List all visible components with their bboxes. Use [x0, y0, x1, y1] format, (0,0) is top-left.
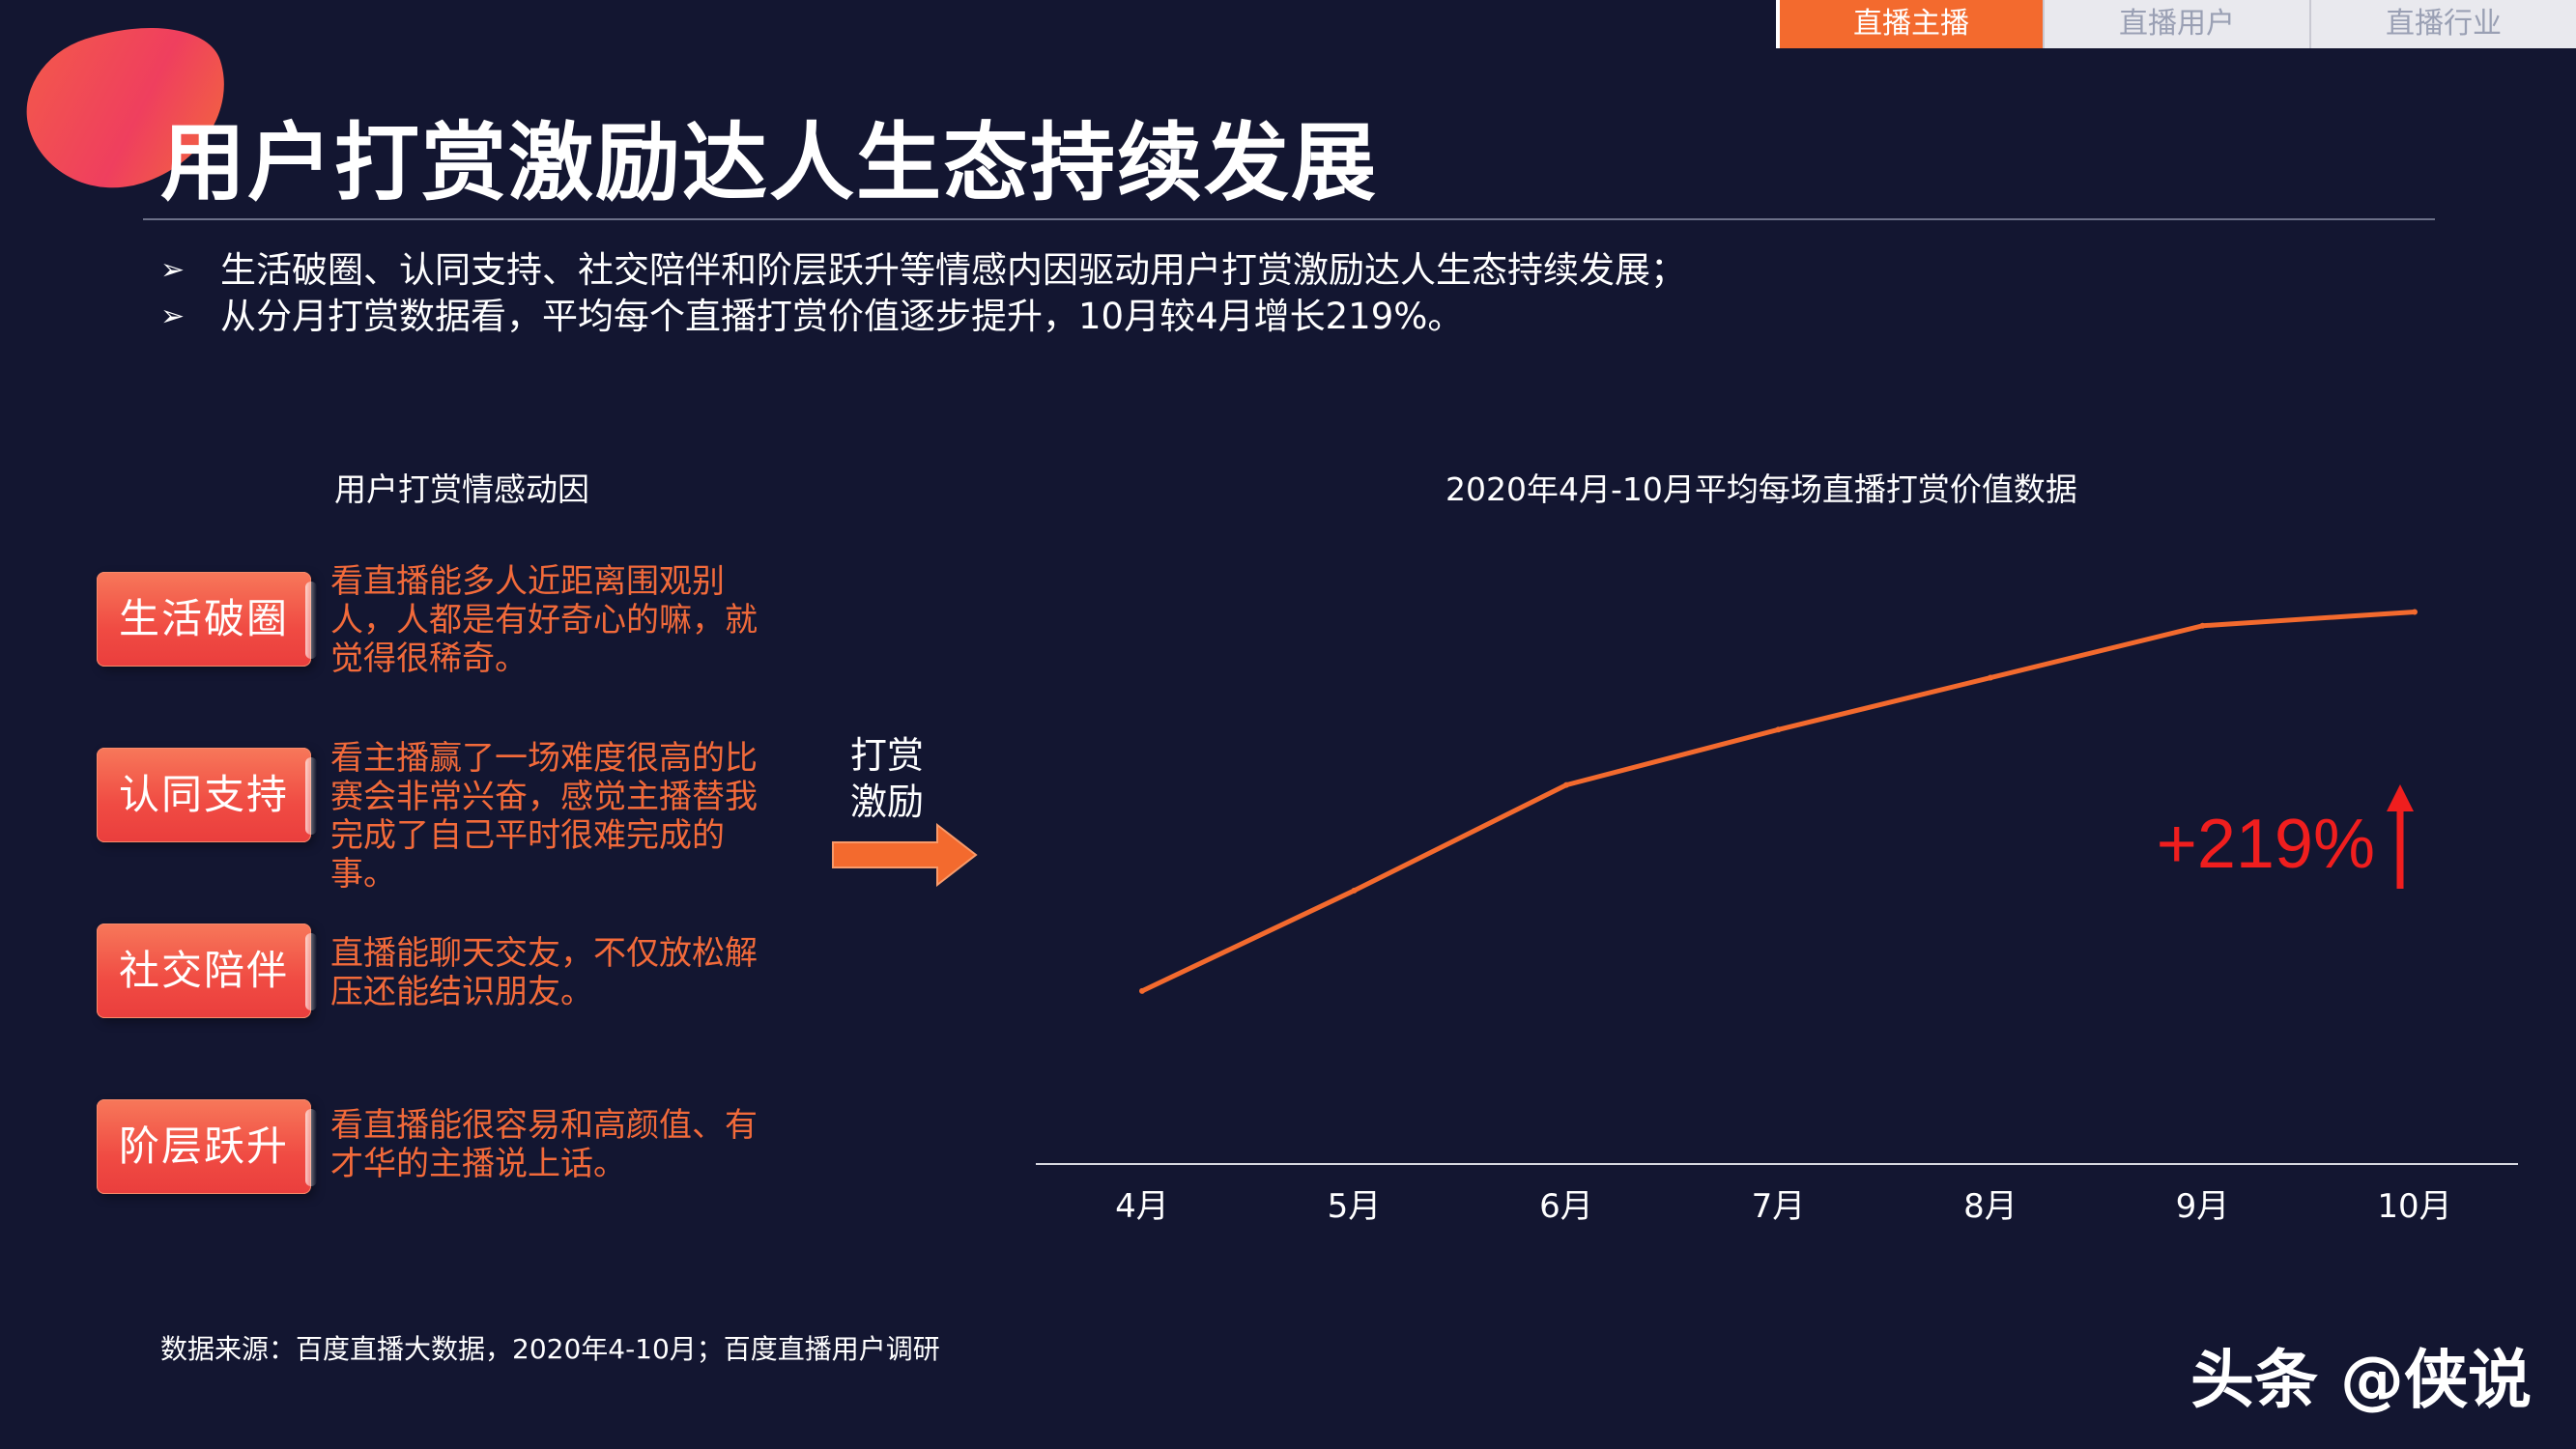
motive-line: 人，人都是有好奇心的嘛，就 — [330, 601, 758, 639]
data-point — [1139, 987, 1145, 994]
motive-label-support: 认同支持 — [97, 748, 317, 842]
x-tick-label: 9月 — [2176, 1187, 2230, 1226]
x-tick-label: 4月 — [1115, 1187, 1169, 1226]
data-point — [1351, 887, 1358, 894]
motive-line: 看直播能多人近距离围观别 — [330, 562, 725, 601]
bullet-text: 从分月打赏数据看，平均每个直播打赏价值逐步提升，10月较4月增长219%。 — [220, 296, 1464, 337]
data-point — [2199, 622, 2206, 629]
x-tick-label: 7月 — [1752, 1187, 1806, 1226]
tab-live-streamers[interactable]: 直播主播 — [1776, 0, 2043, 48]
data-point — [1563, 781, 1569, 788]
bullet-item: ➢ 生活破圈、认同支持、社交陪伴和阶层跃升等情感内因驱动用户打赏激励达人生态持续… — [160, 247, 1686, 294]
right-arrow-icon — [832, 823, 978, 887]
series-line — [1140, 609, 2416, 994]
bullet-arrow-icon: ➢ — [160, 299, 186, 333]
page-title: 用户打赏激励达人生态持续发展 — [160, 113, 1379, 213]
motive-description: 看直播能很容易和高颜值、有 才华的主播说上话。 — [330, 1106, 765, 1183]
data-point — [1775, 726, 1782, 733]
arrow-label-line: 打赏 — [850, 734, 925, 777]
x-tick-label: 6月 — [1539, 1187, 1593, 1226]
motive-label-life-circle: 生活破圈 — [97, 572, 317, 667]
motives-title: 用户打赏情感动因 — [334, 470, 589, 508]
tab-live-users[interactable]: 直播用户 — [2043, 0, 2309, 48]
x-tick-label: 5月 — [1328, 1187, 1382, 1226]
watermark: 头条 @侠说 — [2190, 1343, 2532, 1417]
data-source-note: 数据来源：百度直播大数据，2020年4-10月；百度直播用户调研 — [160, 1333, 940, 1365]
data-point — [1988, 674, 1993, 681]
motive-description: 直播能聊天交友，不仅放松解 压还能结识朋友。 — [330, 934, 765, 1011]
summary-bullets: ➢ 生活破圈、认同支持、社交陪伴和阶层跃升等情感内因驱动用户打赏激励达人生态持续… — [160, 247, 1686, 340]
bullet-item: ➢ 从分月打赏数据看，平均每个直播打赏价值逐步提升，10月较4月增长219%。 — [160, 294, 1686, 340]
top-nav-tabs: 直播主播 直播用户 直播行业 — [1776, 0, 2576, 48]
motive-line: 才华的主播说上话。 — [330, 1145, 626, 1183]
motive-line: 看直播能很容易和高颜值、有 — [330, 1106, 758, 1145]
motive-line: 赛会非常兴奋，感觉主播替我 — [330, 778, 758, 816]
data-point — [2412, 609, 2418, 615]
growth-annotation: +219% — [2157, 806, 2375, 883]
x-tick-label: 8月 — [1963, 1187, 2018, 1226]
motive-label-class-rise: 阶层跃升 — [97, 1099, 317, 1194]
chart-title: 2020年4月-10月平均每场直播打赏价值数据 — [1445, 470, 2077, 508]
motive-label-social: 社交陪伴 — [97, 923, 317, 1018]
motive-line: 觉得很稀奇。 — [330, 639, 528, 678]
motive-description: 看直播能多人近距离围观别 人，人都是有好奇心的嘛，就 觉得很稀奇。 — [330, 562, 765, 678]
motive-line: 压还能结识朋友。 — [330, 973, 593, 1011]
motive-description: 看主播赢了一场难度很高的比 赛会非常兴奋，感觉主播替我 完成了自己平时很难完成的… — [330, 739, 765, 894]
motive-line: 完成了自己平时很难完成的 — [330, 816, 725, 855]
x-tick-label: 10月 — [2377, 1187, 2451, 1226]
motive-line: 事。 — [330, 855, 396, 894]
bullet-arrow-icon: ➢ — [160, 253, 186, 287]
arrow-label-line: 激励 — [850, 781, 925, 823]
motive-line: 直播能聊天交友，不仅放松解 — [330, 934, 758, 973]
motive-line: 看主播赢了一场难度很高的比 — [330, 739, 758, 778]
reward-incentive-label: 打赏 激励 — [850, 732, 924, 825]
title-divider — [143, 218, 2435, 220]
bullet-text: 生活破圈、认同支持、社交陪伴和阶层跃升等情感内因驱动用户打赏激励达人生态持续发展… — [220, 249, 1686, 291]
up-arrow-icon — [2387, 784, 2414, 889]
tab-live-industry[interactable]: 直播行业 — [2309, 0, 2576, 48]
